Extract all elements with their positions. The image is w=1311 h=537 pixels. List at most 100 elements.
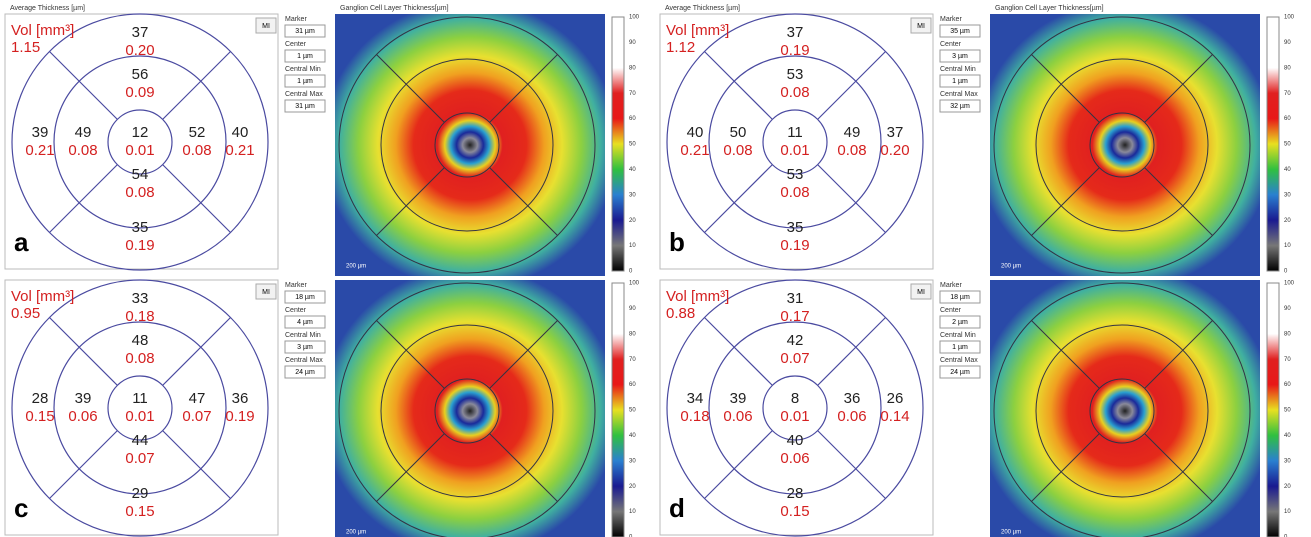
info-value: 24 µm xyxy=(295,369,315,376)
sector-volume: 0.15 xyxy=(780,503,809,520)
vol-total: 0.95 xyxy=(11,305,40,322)
sector-volume: 0.21 xyxy=(680,142,709,159)
colorbar-tick: 20 xyxy=(1284,218,1291,224)
info-value: 18 µm xyxy=(950,294,970,301)
info-label: Center xyxy=(940,307,962,314)
info-label: Marker xyxy=(940,16,962,23)
colorbar-tick: 90 xyxy=(629,40,636,46)
figure: Average Thickness [µm]Vol [mm³]1.15MIa37… xyxy=(0,0,1311,537)
colorbar-tick: 10 xyxy=(629,243,636,249)
vol-label: Vol [mm³] xyxy=(11,288,74,305)
scale-bar: 200 µm xyxy=(346,264,366,270)
sector-thickness: 11 xyxy=(132,390,148,407)
sector-volume: 0.08 xyxy=(723,142,752,159)
sector-thickness: 31 xyxy=(787,290,804,307)
sector-volume: 0.08 xyxy=(780,84,809,101)
sector-thickness: 37 xyxy=(887,124,904,141)
info-label: Marker xyxy=(285,282,307,289)
colorbar-tick: 30 xyxy=(1284,192,1291,198)
sector-thickness: 36 xyxy=(844,390,861,407)
colorbar-tick: 100 xyxy=(629,15,640,21)
colorbar-tick: 40 xyxy=(629,167,636,173)
sector-volume: 0.01 xyxy=(125,142,154,159)
sector-volume: 0.15 xyxy=(125,503,154,520)
sector-volume: 0.19 xyxy=(125,237,154,254)
sector-thickness: 37 xyxy=(132,24,149,41)
map-title: Ganglion Cell Layer Thickness[µm] xyxy=(995,5,1104,12)
colorbar-tick: 90 xyxy=(1284,306,1291,312)
vol-label: Vol [mm³] xyxy=(11,22,74,39)
sector-thickness: 47 xyxy=(189,390,206,407)
info-value: 2 µm xyxy=(952,319,968,326)
info-value: 35 µm xyxy=(950,28,970,35)
sector-volume: 0.17 xyxy=(780,308,809,325)
sector-volume: 0.21 xyxy=(225,142,254,159)
sector-volume: 0.06 xyxy=(723,408,752,425)
colorbar-tick: 20 xyxy=(629,218,636,224)
info-value: 1 µm xyxy=(952,344,968,351)
sector-volume: 0.19 xyxy=(225,408,254,425)
sector-thickness: 33 xyxy=(132,290,149,307)
info-label: Center xyxy=(940,41,962,48)
colorbar-tick: 20 xyxy=(1284,484,1291,490)
vol-total: 1.15 xyxy=(11,39,40,56)
colorbar-tick: 60 xyxy=(629,382,636,388)
vol-label: Vol [mm³] xyxy=(666,22,729,39)
info-label: Central Max xyxy=(285,357,323,364)
sector-volume: 0.01 xyxy=(780,408,809,425)
colorbar-tick: 80 xyxy=(629,331,636,337)
info-label: Center xyxy=(285,307,307,314)
sector-volume: 0.15 xyxy=(25,408,54,425)
sector-thickness: 56 xyxy=(132,66,149,83)
info-label: Central Min xyxy=(285,66,321,73)
colorbar-tick: 60 xyxy=(1284,382,1291,388)
colorbar-tick: 70 xyxy=(1284,357,1291,363)
info-value: 32 µm xyxy=(950,103,970,110)
sector-thickness: 52 xyxy=(189,124,206,141)
info-label: Central Max xyxy=(285,91,323,98)
colorbar xyxy=(1267,283,1279,537)
sector-volume: 0.14 xyxy=(880,408,909,425)
sector-thickness: 11 xyxy=(787,124,803,141)
colorbar-tick: 10 xyxy=(1284,243,1291,249)
colorbar-tick: 40 xyxy=(629,433,636,439)
info-label: Central Min xyxy=(285,332,321,339)
info-value: 1 µm xyxy=(952,78,968,85)
colorbar-tick: 50 xyxy=(1284,142,1291,148)
sector-thickness: 48 xyxy=(132,332,149,349)
info-value: 4 µm xyxy=(297,319,313,326)
info-value: 31 µm xyxy=(295,103,315,110)
sector-volume: 0.08 xyxy=(182,142,211,159)
sector-volume: 0.01 xyxy=(125,408,154,425)
mi-button-label: MI xyxy=(917,23,925,30)
sector-volume: 0.07 xyxy=(182,408,211,425)
sector-volume: 0.08 xyxy=(68,142,97,159)
colorbar-tick: 0 xyxy=(629,269,633,275)
colorbar-tick: 90 xyxy=(629,306,636,312)
sector-volume: 0.06 xyxy=(837,408,866,425)
sector-thickness: 8 xyxy=(791,390,799,407)
colorbar-tick: 90 xyxy=(1284,40,1291,46)
sector-volume: 0.21 xyxy=(25,142,54,159)
scale-bar: 200 µm xyxy=(346,530,366,536)
colorbar-tick: 60 xyxy=(629,116,636,122)
sector-volume: 0.07 xyxy=(125,450,154,467)
sector-thickness: 53 xyxy=(787,166,804,183)
heatmap xyxy=(335,280,605,537)
colorbar-tick: 100 xyxy=(1284,15,1295,21)
colorbar-tick: 50 xyxy=(629,408,636,414)
colorbar-tick: 40 xyxy=(1284,167,1291,173)
mi-button-label: MI xyxy=(917,289,925,296)
sector-volume: 0.07 xyxy=(780,350,809,367)
sector-thickness: 12 xyxy=(132,124,149,141)
info-value: 3 µm xyxy=(952,53,968,60)
info-label: Marker xyxy=(940,282,962,289)
sector-volume: 0.08 xyxy=(125,350,154,367)
info-label: Central Min xyxy=(940,332,976,339)
info-label: Central Max xyxy=(940,91,978,98)
sector-thickness: 40 xyxy=(232,124,249,141)
info-label: Center xyxy=(285,41,307,48)
sector-thickness: 40 xyxy=(687,124,704,141)
sector-volume: 0.19 xyxy=(780,237,809,254)
colorbar-tick: 100 xyxy=(1284,281,1295,287)
